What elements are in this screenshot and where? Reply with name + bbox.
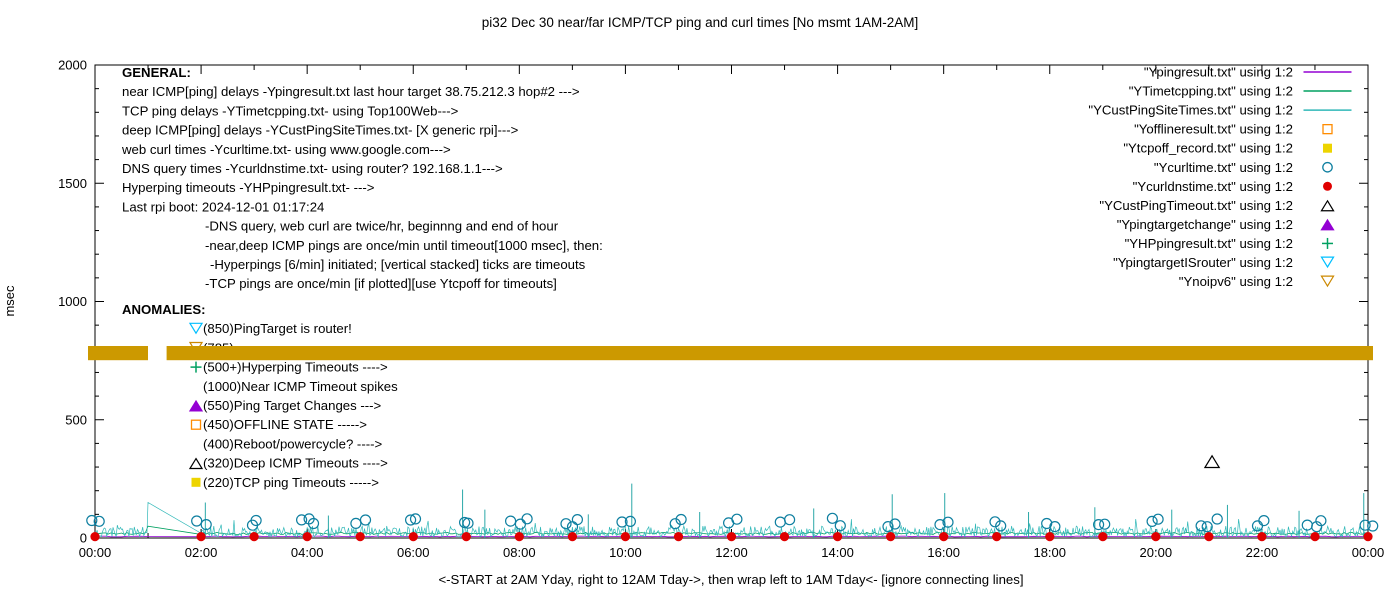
legend-label: "Ycurltime.txt" using 1:2 <box>1154 160 1293 175</box>
series-ypingresult <box>94 535 1368 538</box>
general-line: near ICMP[ping] delays -Ypingresult.txt … <box>122 84 580 99</box>
anomaly-square-filled-icon <box>191 477 201 487</box>
x-tick-label: 08:00 <box>503 545 536 560</box>
general-line: TCP ping delays -YTimetcpping.txt- using… <box>122 103 459 118</box>
x-tick-label: 20:00 <box>1140 545 1173 560</box>
legend-triangle-open-icon <box>1320 199 1335 212</box>
y-tick-label: 1000 <box>58 294 87 309</box>
legend-item: "Ynoipv6" using 1:2 <box>1179 274 1335 289</box>
anomaly-item: (500+)Hyperping Timeouts ----> <box>203 360 388 375</box>
legend-item: "Ycurltime.txt" using 1:2 <box>1154 160 1333 175</box>
legend-square-open-icon <box>1322 124 1333 135</box>
timeout-spikes <box>204 483 1365 538</box>
anomaly-item: (220)TCP ping Timeouts -----> <box>203 475 379 490</box>
anomaly-plus-icon <box>190 361 202 373</box>
anomaly-item: (850)PingTarget is router! <box>203 321 352 336</box>
deep-icmp-timeout-points <box>1203 454 1221 469</box>
legend-item: "YCustPingSiteTimes.txt" using 1:2 <box>1088 103 1352 118</box>
x-tick-label: 04:00 <box>291 545 324 560</box>
x-tick-label: 12:00 <box>715 545 748 560</box>
legend-label: "YCustPingSiteTimes.txt" using 1:2 <box>1088 103 1293 118</box>
general-line: web curl times -Ycurltime.txt- using www… <box>121 142 451 157</box>
anomaly-triangle-filled-icon <box>188 399 204 412</box>
anomaly-item: (1000)Near ICMP Timeout spikes <box>203 379 398 394</box>
legend-label: "Ynoipv6" using 1:2 <box>1179 274 1293 289</box>
anomaly-item: (400)Reboot/powercycle? ----> <box>203 436 383 451</box>
x-tick-label: 14:00 <box>821 545 854 560</box>
x-axis-note: <-START at 2AM Yday, right to 12AM Tday-… <box>438 572 1023 587</box>
x-tick-label: 18:00 <box>1033 545 1066 560</box>
legend: "Ypingresult.txt" using 1:2 "YTimetcpping… <box>1088 65 1352 289</box>
legend-label: "YCustPingTimeout.txt" using 1:2 <box>1099 198 1293 213</box>
legend-label: "Ypingtargetchange" using 1:2 <box>1117 217 1293 232</box>
general-note: -TCP pings are once/min [if plotted][use… <box>205 276 557 291</box>
legend-item: "Ytcpoff_record.txt" using 1:2 <box>1123 141 1332 156</box>
anomaly-triangle-down-open-icon <box>188 322 204 335</box>
legend-item: "Yofflineresult.txt" using 1:2 <box>1134 122 1333 137</box>
legend-square-filled-icon <box>1323 143 1332 153</box>
legend-triangle-down-open-icon <box>1320 256 1335 269</box>
y-tick-label: 2000 <box>58 58 87 73</box>
legend-triangle-filled-icon <box>1320 218 1335 231</box>
annotation-notes: GENERAL: near ICMP[ping] delays -Ypingres… <box>121 65 603 490</box>
general-line: DNS query times -Ycurldnstime.txt- using… <box>122 161 503 176</box>
legend-item: "YpingtargetISrouter" using 1:2 <box>1113 255 1335 270</box>
chart-title: pi32 Dec 30 near/far ICMP/TCP ping and c… <box>482 15 918 30</box>
legend-item: "Ypingtargetchange" using 1:2 <box>1117 217 1335 232</box>
legend-circle-filled-icon <box>1323 181 1332 191</box>
anomaly-item: (550)Ping Target Changes ---> <box>203 398 382 413</box>
anomaly-triangle-open-icon <box>188 457 204 470</box>
legend-item: "Ycurldnstime.txt" using 1:2 <box>1133 179 1332 194</box>
general-line: Hyperping timeouts -YHPpingresult.txt- -… <box>122 180 375 195</box>
anomalies-heading: ANOMALIES: <box>122 302 206 317</box>
x-tick-label: 02:00 <box>185 545 218 560</box>
x-tick-label: 06:00 <box>397 545 430 560</box>
dns-time-points <box>90 532 1373 542</box>
y-tick-label: 1500 <box>58 176 87 191</box>
x-tick-label: 10:00 <box>609 545 642 560</box>
legend-item: "Ypingresult.txt" using 1:2 <box>1144 65 1352 80</box>
anomaly-square-open-icon <box>190 419 202 430</box>
legend-label: "YTimetcpping.txt" using 1:2 <box>1129 84 1293 99</box>
x-tick-label: 00:00 <box>1352 545 1385 560</box>
legend-circle-open-icon <box>1322 161 1333 173</box>
y-tick-label: 500 <box>65 412 87 427</box>
noipv6-band-left <box>88 346 148 361</box>
legend-triangle-down-open-icon <box>1320 275 1335 288</box>
legend-label: "Ycurldnstime.txt" using 1:2 <box>1133 179 1293 194</box>
y-tick-label: 0 <box>80 531 87 546</box>
legend-label: "Ypingresult.txt" using 1:2 <box>1144 65 1293 80</box>
legend-label: "Ytcpoff_record.txt" using 1:2 <box>1123 141 1293 156</box>
general-note: -DNS query, web curl are twice/hr, begin… <box>205 219 559 234</box>
data-series <box>86 454 1379 542</box>
noipv6-band <box>88 346 1374 361</box>
noipv6-band-right <box>166 346 1374 361</box>
anomaly-item: (450)OFFLINE STATE -----> <box>203 417 367 432</box>
legend-label: "Yofflineresult.txt" using 1:2 <box>1134 122 1293 137</box>
general-line: deep ICMP[ping] delays -YCustPingSiteTim… <box>122 123 519 138</box>
general-note: -near,deep ICMP pings are once/min until… <box>205 238 603 253</box>
x-tick-label: 22:00 <box>1246 545 1279 560</box>
x-tick-label: 00:00 <box>79 545 112 560</box>
legend-item: "YHPpingresult.txt" using 1:2 <box>1125 236 1333 251</box>
legend-item: "YTimetcpping.txt" using 1:2 <box>1129 84 1352 99</box>
legend-plus-icon <box>1322 237 1333 249</box>
curl-time-points <box>86 512 1379 533</box>
anomaly-item: (320)Deep ICMP Timeouts ----> <box>203 456 388 471</box>
legend-label: "YHPpingresult.txt" using 1:2 <box>1125 236 1293 251</box>
general-heading: GENERAL: <box>122 65 191 80</box>
legend-item: "YCustPingTimeout.txt" using 1:2 <box>1099 198 1335 213</box>
x-tick-label: 16:00 <box>927 545 960 560</box>
legend-label: "YpingtargetISrouter" using 1:2 <box>1113 255 1293 270</box>
series-ycustpingsitetimes <box>94 501 1369 538</box>
y-axis-label: msec <box>2 285 17 317</box>
general-note: -Hyperpings [6/min] initiated; [vertical… <box>210 257 586 272</box>
general-line: Last rpi boot: 2024-12-01 01:17:24 <box>122 199 324 214</box>
